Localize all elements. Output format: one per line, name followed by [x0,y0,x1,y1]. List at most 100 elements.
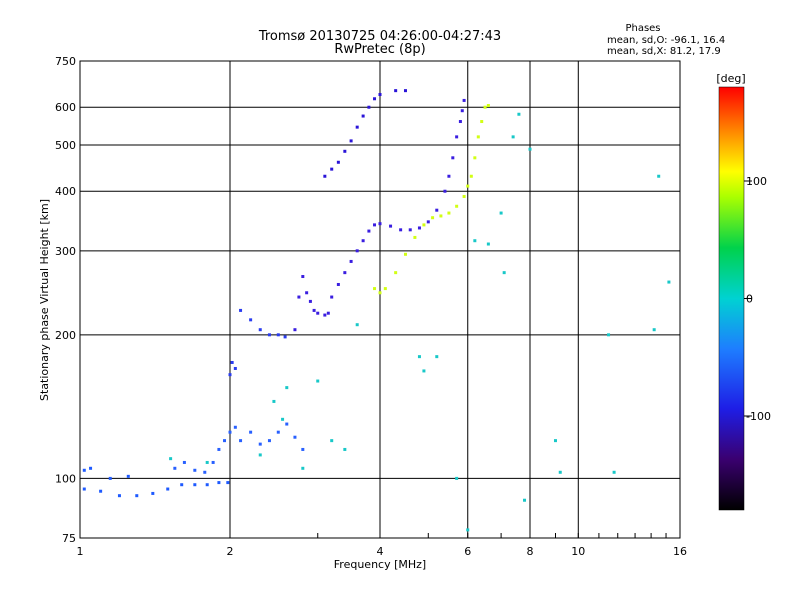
data-point [413,235,417,239]
data-point [355,323,359,327]
stats-line-o: mean, sd,O: -96.1, 16.4 [607,35,725,46]
data-point [223,439,227,443]
data-point [343,447,347,451]
data-point [378,291,382,295]
data-point [422,223,426,227]
data-point [308,299,312,303]
data-point [82,468,86,472]
y-tick-label: 750 [55,55,76,68]
data-point [82,487,86,491]
data-point [193,483,197,487]
data-point [399,228,403,232]
data-point [217,481,221,485]
data-point [667,280,671,284]
data-point [455,135,459,139]
data-point [330,295,334,299]
data-point [258,442,262,446]
data-point [378,222,382,226]
data-point [276,430,280,434]
data-point [233,425,237,429]
data-point [336,160,340,164]
data-point [473,239,477,243]
data-point [217,447,221,451]
x-tick-label: 1 [77,545,84,558]
colorbar-tick-label: -100 [746,410,771,423]
colorbar-ticks: 100 0 -100 [744,175,771,423]
colorbar [718,86,745,511]
stats-heading: Phases [625,23,660,34]
y-tick-label: 75 [62,532,76,545]
data-point [281,417,285,421]
data-point [403,89,407,93]
colorbar-tick-label: 0 [746,293,753,306]
y-tick-label: 500 [55,139,76,152]
data-point [460,109,464,113]
data-point [469,174,473,178]
y-axis-label: Stationary phase Virtual Height [km] [38,199,51,401]
data-point [135,494,139,498]
data-point [483,105,487,109]
data-point [323,313,327,317]
chart-subtitle: RwPretec (8p) [334,42,425,57]
data-point [267,439,271,443]
data-point [466,528,470,532]
data-point [367,105,371,109]
data-point [330,167,334,171]
data-point [301,466,305,470]
data-point [283,335,287,339]
y-tick-label: 100 [55,472,76,485]
data-point [373,287,377,291]
data-point [267,333,271,337]
colorbar-label: [deg] [716,72,745,85]
data-point [443,189,447,193]
x-tick-label: 16 [673,545,687,558]
data-point [316,379,320,383]
data-point [349,259,353,263]
x-tick-label: 8 [527,545,534,558]
data-point [394,89,398,93]
data-point [349,139,353,143]
data-point [233,366,237,370]
data-point [361,114,365,118]
data-point [451,156,455,160]
data-point [431,216,435,220]
data-point [205,483,209,487]
data-point [355,125,359,129]
data-point [336,282,340,286]
data-point [455,204,459,208]
grid-lines [80,61,680,538]
data-point [367,229,371,233]
data-point [108,476,112,480]
data-point [417,355,421,359]
data-point [297,295,301,299]
x-tick-label: 10 [571,545,585,558]
data-point [239,308,243,312]
data-point [528,147,532,151]
colorbar-tick-label: 100 [746,175,767,188]
data-point [439,214,443,218]
data-point [228,430,232,434]
x-tick-label: 2 [227,545,234,558]
data-point [330,439,334,443]
data-point [607,333,611,337]
data-point [205,460,209,464]
data-point [305,291,309,295]
data-point [657,174,661,178]
data-point [462,194,466,198]
data-point [323,174,327,178]
data-point [117,494,121,498]
data-point [435,355,439,359]
data-point [422,369,426,373]
data-point [373,223,377,227]
data-point [373,97,377,101]
x-axis-ticks: 1 2 4 6 8 10 16 [77,533,687,558]
data-point [285,422,289,426]
data-point [389,224,393,228]
data-point [383,287,387,291]
y-tick-label: 400 [55,185,76,198]
data-point [126,474,130,478]
data-point [276,333,280,337]
data-point [511,135,515,139]
data-point [230,360,234,364]
data-point [435,208,439,212]
